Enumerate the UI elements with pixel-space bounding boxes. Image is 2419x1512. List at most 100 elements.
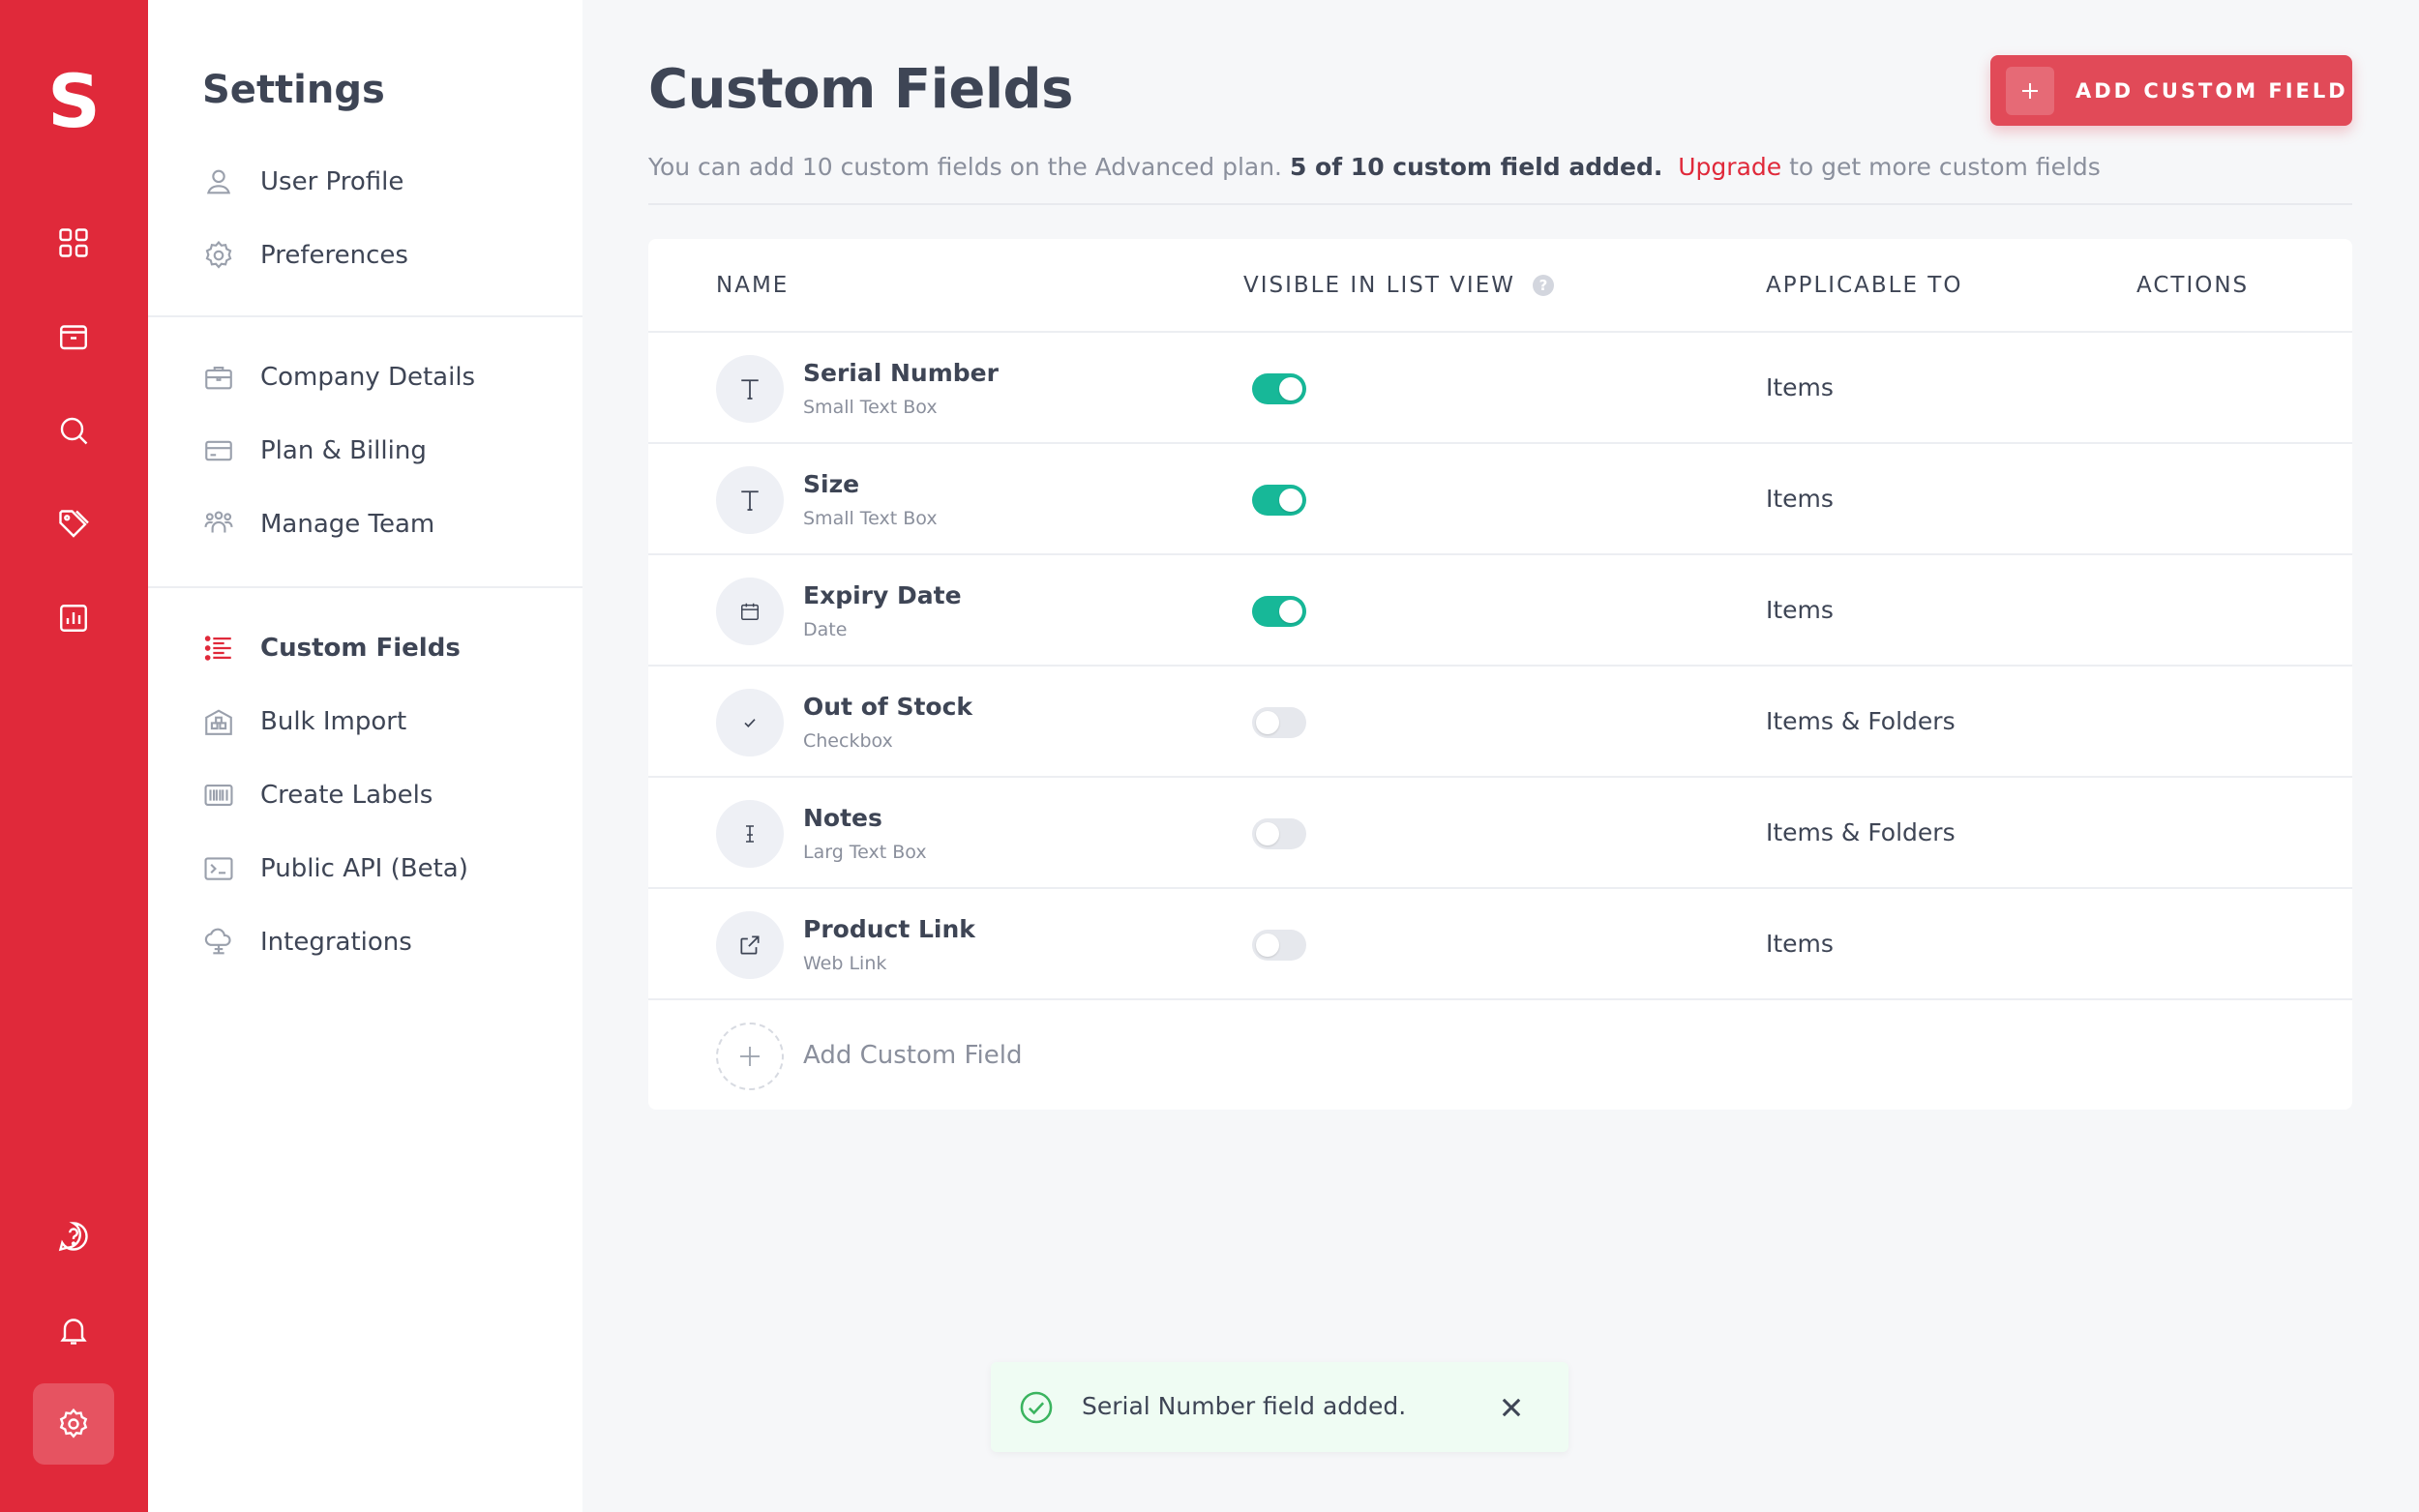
search-icon[interactable] <box>33 390 114 471</box>
dashboard-icon[interactable] <box>33 202 114 283</box>
applicable-to: Items <box>1766 930 1834 958</box>
visibility-toggle[interactable] <box>1252 596 1306 627</box>
toggle-knob <box>1279 377 1302 400</box>
plan-info: You can add 10 custom fields on the Adva… <box>648 153 2101 181</box>
column-header-name: NAME <box>716 273 790 298</box>
box-icon[interactable] <box>33 296 114 377</box>
field-count: 5 of 10 custom field added. <box>1289 153 1663 181</box>
field-name: Notes <box>803 804 882 832</box>
visibility-toggle[interactable] <box>1252 485 1306 516</box>
header-divider <box>648 203 2352 205</box>
visibility-toggle[interactable] <box>1252 373 1306 404</box>
plus-icon[interactable] <box>716 1023 784 1090</box>
icon-rail: S <box>0 0 148 1512</box>
visibility-toggle[interactable] <box>1252 707 1306 738</box>
sidebar-item-integrations[interactable]: Integrations <box>148 905 582 979</box>
sidebar-item-label: Public API (Beta) <box>260 854 468 883</box>
field-name: Out of Stock <box>803 693 973 721</box>
toggle-knob <box>1256 822 1279 845</box>
external-link-icon <box>716 911 784 979</box>
field-type: Larg Text Box <box>803 842 927 863</box>
applicable-to: Items <box>1766 596 1834 624</box>
team-icon <box>204 511 233 533</box>
field-name: Size <box>803 470 860 498</box>
credit-card-icon <box>205 440 232 461</box>
toggle-knob <box>1279 489 1302 512</box>
sidebar-item-user-profile[interactable]: User Profile <box>148 145 582 219</box>
text-icon <box>716 355 784 423</box>
sidebar-item-custom-fields[interactable]: Custom Fields <box>148 611 582 685</box>
tags-icon[interactable] <box>33 484 114 565</box>
sidebar-item-preferences[interactable]: Preferences <box>148 219 582 292</box>
sidebar-item-label: User Profile <box>260 167 404 196</box>
sidebar-item-label: Integrations <box>260 928 412 957</box>
sidebar-item-label: Preferences <box>260 241 408 270</box>
terminal-icon <box>204 857 233 880</box>
table-row[interactable]: Notes Larg Text Box Items & Folders <box>648 778 2352 889</box>
sidebar-item-label: Custom Fields <box>260 634 461 663</box>
table-row[interactable]: Out of Stock Checkbox Items & Folders <box>648 667 2352 778</box>
add-custom-field-link[interactable]: Add Custom Field <box>803 1041 1023 1070</box>
field-type: Small Text Box <box>803 508 938 529</box>
field-name: Product Link <box>803 915 975 943</box>
toggle-knob <box>1256 934 1279 957</box>
calendar-icon <box>716 578 784 645</box>
table-row[interactable]: Product Link Web Link Items <box>648 889 2352 1000</box>
column-header-visible: VISIBLE IN LIST VIEW ? <box>1243 273 1554 298</box>
checkmark-icon <box>716 689 784 756</box>
sidebar-item-label: Bulk Import <box>260 707 407 736</box>
check-circle-icon <box>1020 1391 1053 1424</box>
sidebar-item-manage-team[interactable]: Manage Team <box>148 488 582 561</box>
nav-group-account: User Profile Preferences <box>148 145 582 292</box>
visibility-toggle[interactable] <box>1252 930 1306 961</box>
applicable-to: Items & Folders <box>1766 818 1956 846</box>
table-row[interactable]: Serial Number Small Text Box Items <box>648 333 2352 444</box>
sidebar-item-bulk-import[interactable]: Bulk Import <box>148 685 582 758</box>
bell-icon[interactable] <box>33 1290 114 1371</box>
add-custom-field-button[interactable]: ADD CUSTOM FIELD <box>1990 55 2352 126</box>
barcode-icon <box>204 785 233 806</box>
table-header: NAME VISIBLE IN LIST VIEW ? APPLICABLE T… <box>648 239 2352 333</box>
upgrade-link[interactable]: Upgrade <box>1678 153 1782 181</box>
user-icon <box>206 169 231 194</box>
sidebar-item-company-details[interactable]: Company Details <box>148 341 582 414</box>
help-tooltip-icon[interactable]: ? <box>1532 275 1554 296</box>
field-name: Expiry Date <box>803 581 962 609</box>
toast-message: Serial Number field added. <box>1082 1392 1407 1420</box>
column-header-actions: ACTIONS <box>2136 273 2250 298</box>
briefcase-icon <box>205 367 232 390</box>
gear-icon <box>205 240 232 269</box>
field-type: Checkbox <box>803 730 893 752</box>
field-type: Small Text Box <box>803 397 938 418</box>
table-row[interactable]: Size Small Text Box Items <box>648 444 2352 555</box>
visibility-toggle[interactable] <box>1252 818 1306 849</box>
close-icon[interactable] <box>1498 1394 1525 1421</box>
cloud-icon <box>204 928 231 955</box>
sidebar-item-create-labels[interactable]: Create Labels <box>148 758 582 832</box>
help-icon[interactable] <box>33 1196 114 1277</box>
custom-fields-table: NAME VISIBLE IN LIST VIEW ? APPLICABLE T… <box>648 239 2352 1110</box>
plan-info-suffix: to get more custom fields <box>1781 153 2101 181</box>
field-name: Serial Number <box>803 359 999 387</box>
plan-info-text: You can add 10 custom fields on the Adva… <box>648 153 1290 181</box>
app-logo[interactable]: S <box>47 58 101 144</box>
applicable-to: Items <box>1766 485 1834 513</box>
add-custom-field-row[interactable]: Add Custom Field <box>648 1000 2352 1112</box>
column-header-applicable: APPLICABLE TO <box>1766 273 1963 298</box>
success-toast: Serial Number field added. <box>991 1362 1568 1452</box>
sidebar-divider <box>148 586 582 588</box>
toggle-knob <box>1279 600 1302 623</box>
sidebar-divider <box>148 315 582 317</box>
sidebar-item-plan-billing[interactable]: Plan & Billing <box>148 414 582 488</box>
field-type: Date <box>803 619 848 640</box>
text-icon <box>716 466 784 534</box>
settings-icon[interactable] <box>33 1383 114 1465</box>
table-row[interactable]: Expiry Date Date Items <box>648 555 2352 667</box>
applicable-to: Items & Folders <box>1766 707 1956 735</box>
sidebar-item-label: Plan & Billing <box>260 436 427 465</box>
field-type: Web Link <box>803 953 887 974</box>
sidebar-item-public-api[interactable]: Public API (Beta) <box>148 832 582 905</box>
plus-icon <box>2006 66 2054 115</box>
reports-icon[interactable] <box>33 578 114 659</box>
column-header-visible-label: VISIBLE IN LIST VIEW <box>1243 273 1515 298</box>
